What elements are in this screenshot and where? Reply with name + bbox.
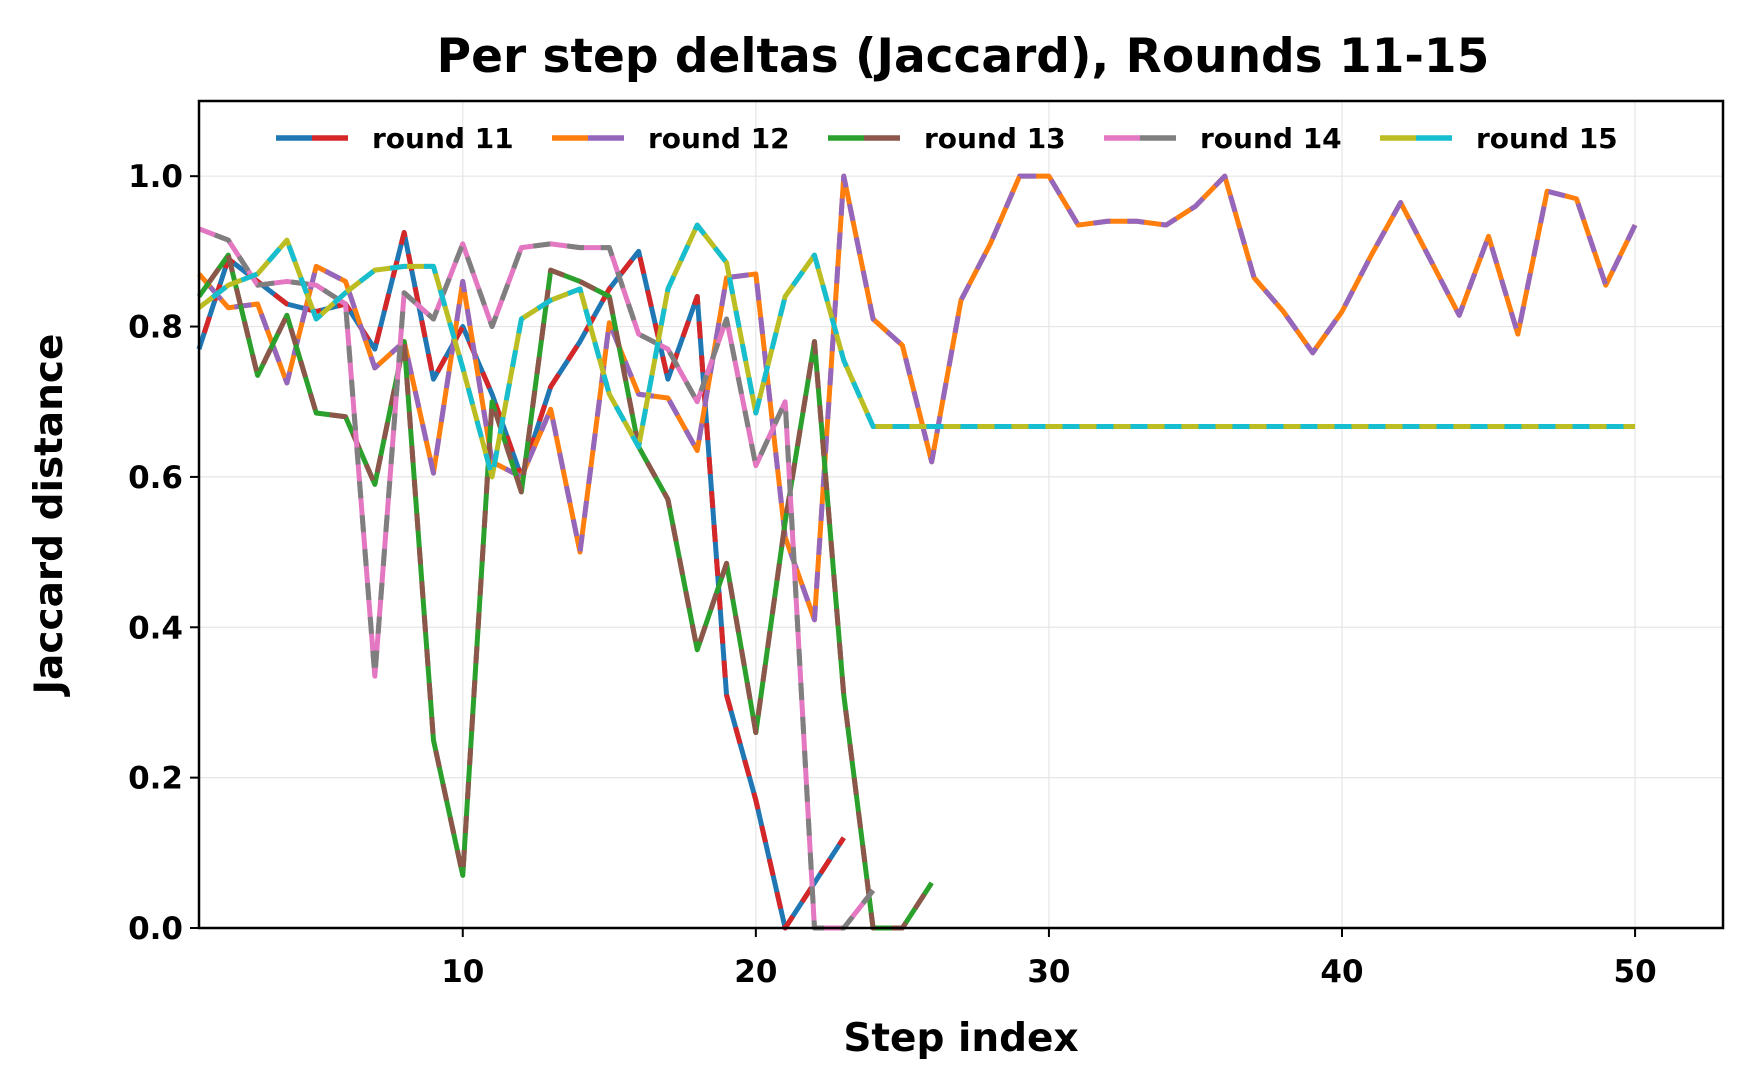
y-tick-label: 0.8: [128, 310, 183, 346]
y-tick-label: 0.0: [128, 911, 183, 947]
legend-label: round 13: [924, 122, 1066, 155]
legend-item: round 13: [828, 122, 1066, 155]
y-axis-label: Jaccard distance: [27, 334, 72, 698]
legend-label: round 15: [1476, 122, 1618, 155]
legend-label: round 14: [1200, 122, 1342, 155]
legend-label: round 12: [648, 122, 790, 155]
legend-item: round 11: [276, 122, 514, 155]
series-layer: [196, 173, 1638, 931]
series-line-dashes: [197, 222, 1636, 480]
grid: [199, 101, 1723, 929]
series-line: [197, 222, 1636, 480]
series-14: [198, 226, 876, 931]
chart-title: Per step deltas (Jaccard), Rounds 11-15: [437, 29, 1490, 84]
legend: round 11 round 12 round 13 round 14 round 15: [276, 122, 1618, 155]
legend-item: round 12: [552, 122, 790, 155]
x-tick-label: 10: [441, 954, 484, 990]
legend-item: round 14: [1104, 122, 1342, 155]
x-tick-label: 20: [734, 954, 777, 990]
x-tick-label: 40: [1320, 954, 1363, 990]
series-line-dashes: [196, 252, 934, 931]
legend-item: round 15: [1380, 122, 1618, 155]
x-tick-label: 30: [1027, 954, 1070, 990]
x-axis-label: Step index: [843, 1016, 1078, 1061]
series-12: [197, 173, 1638, 623]
series-15: [197, 222, 1636, 480]
y-tick-label: 0.6: [128, 460, 183, 496]
y-tick-label: 0.4: [128, 610, 183, 646]
legend-label: round 11: [372, 122, 514, 155]
y-tick-label: 0.2: [128, 761, 183, 797]
x-tick-label: 50: [1614, 954, 1657, 990]
series-line-dashes: [198, 226, 876, 931]
ticks: 10 20 30 40 50 0.0 0.2 0.4 0.6 0.8 1.0: [128, 159, 1657, 990]
series-line: [196, 252, 934, 931]
plot-frame: [197, 99, 1725, 930]
series-13: [196, 252, 934, 931]
series-line-dashes: [197, 173, 1638, 623]
y-tick-label: 1.0: [128, 159, 183, 195]
